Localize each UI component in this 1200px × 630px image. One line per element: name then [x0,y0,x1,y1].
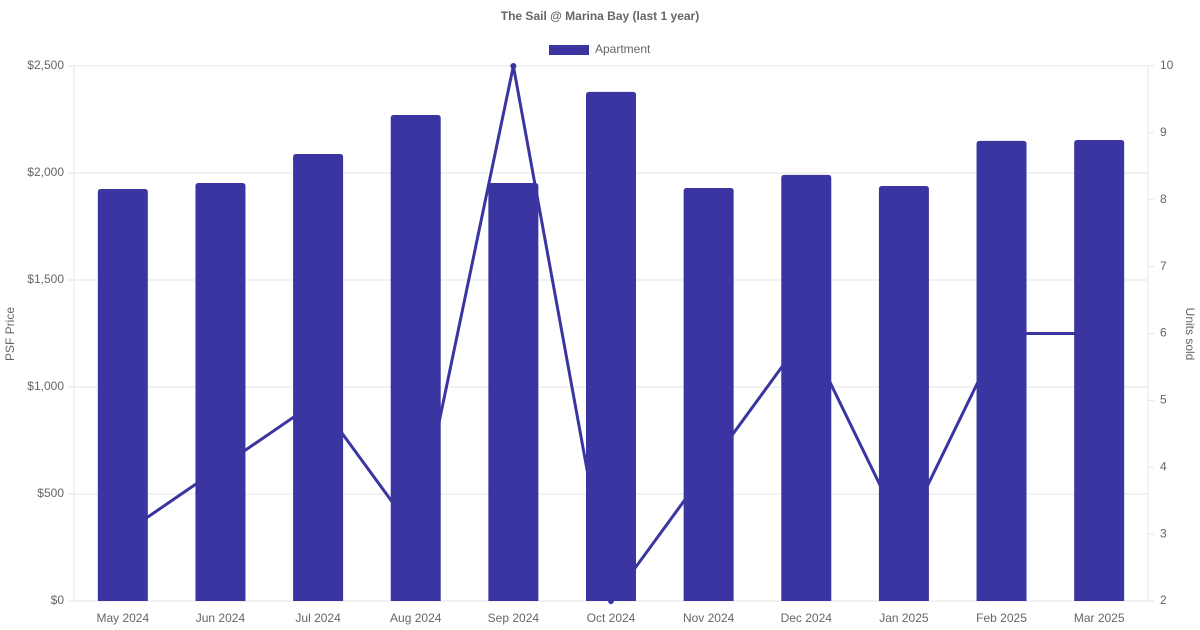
y-tick-label: $2,500 [27,58,64,72]
x-tick-label: Sep 2024 [488,611,540,625]
y-tick-label: $1,000 [27,379,64,393]
bar [586,91,636,602]
y2-tick-label: 8 [1160,192,1167,206]
y2-tick-label: 6 [1160,326,1167,340]
legend-label: Apartment [595,42,651,56]
y2-tick-label: 10 [1160,58,1174,72]
y-tick-label: $0 [51,593,65,607]
bar [1074,140,1125,601]
bar [683,187,734,602]
x-tick-label: Dec 2024 [781,611,833,625]
bar [97,189,148,602]
x-tick-label: May 2024 [96,611,149,625]
line-point [510,63,517,69]
x-tick-label: Jan 2025 [879,611,929,625]
y2-tick-label: 2 [1160,593,1167,607]
y2-tick-label: 7 [1160,259,1167,273]
y2-tick-label: 3 [1160,526,1167,540]
y-tick-label: $500 [37,486,64,500]
bar [293,153,344,602]
bar [195,183,246,602]
x-tick-label: Mar 2025 [1074,611,1125,625]
y-axis-label: PSF Price [3,307,17,361]
legend-swatch [549,45,589,55]
y2-axis-label: Units sold [1183,308,1197,361]
x-tick-label: Oct 2024 [587,611,636,625]
y-tick-label: $1,500 [27,272,64,286]
y2-tick-label: 9 [1160,125,1167,139]
y-tick-label: $2,000 [27,165,64,179]
x-tick-label: Feb 2025 [976,611,1027,625]
bar [781,174,832,601]
bar [878,186,929,601]
y2-tick-label: 5 [1160,393,1167,407]
chart-title: The Sail @ Marina Bay (last 1 year) [501,9,699,23]
bar [976,140,1027,601]
x-tick-label: Aug 2024 [390,611,442,625]
x-tick-label: Jun 2024 [196,611,246,625]
bar [488,183,539,602]
y2-tick-label: 4 [1160,459,1167,473]
x-tick-label: Nov 2024 [683,611,735,625]
bar [390,115,441,602]
x-tick-label: Jul 2024 [295,611,341,625]
